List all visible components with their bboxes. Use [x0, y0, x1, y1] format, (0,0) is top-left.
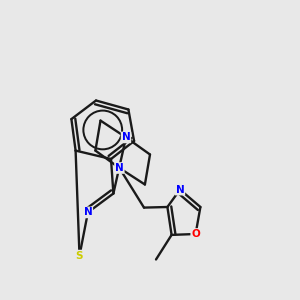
Text: S: S [76, 250, 83, 261]
Text: N: N [83, 207, 92, 218]
Text: N: N [115, 163, 124, 173]
Text: N: N [122, 132, 130, 142]
Text: O: O [191, 229, 200, 239]
Text: N: N [176, 184, 184, 195]
